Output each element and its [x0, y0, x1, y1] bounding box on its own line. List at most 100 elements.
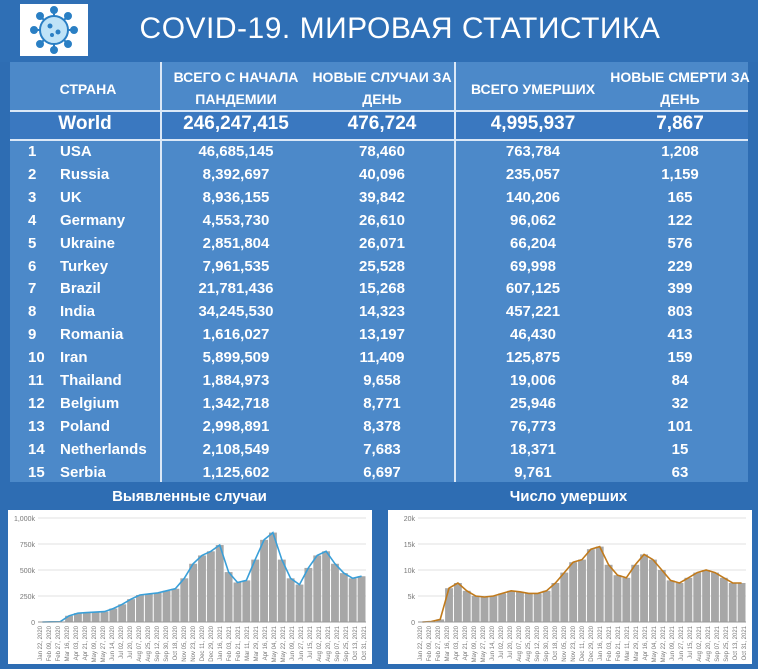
total-deaths-cell: 607,125	[505, 280, 561, 298]
country-cell: Poland	[60, 417, 111, 435]
x-tick-label: Mar 29, 2021	[634, 625, 640, 661]
x-tick-label: Oct 18, 2020	[173, 625, 179, 660]
country-cell: Turkey	[60, 257, 109, 275]
cases-chart-title: Выявленные случаи	[112, 488, 267, 505]
table-row: 4 Germany 4,553,730 26,610 96,062 122	[10, 210, 748, 233]
x-tick-label: Jul 15, 2021	[308, 625, 314, 658]
bar	[304, 567, 313, 622]
bar	[82, 612, 91, 622]
rank-cell: 10	[28, 349, 45, 367]
total-cases-cell: 21,781,436	[198, 280, 274, 298]
new-deaths-cell: 803	[667, 303, 693, 321]
world-total-cases: 246,247,415	[183, 113, 289, 134]
country-cell: Belgium	[60, 394, 120, 412]
x-tick-label: Jun 27, 2021	[299, 625, 305, 660]
x-tick-label: Mar 29, 2021	[254, 625, 260, 661]
x-tick-label: Feb 03, 2021	[607, 625, 613, 661]
rank-cell: 11	[28, 372, 44, 389]
col-header-new-cases: НОВЫЕ СЛУЧАИ ЗА ДЕНЬ	[312, 69, 452, 107]
x-tick-label: Jun 14, 2020	[110, 625, 116, 660]
total-cases-cell: 8,936,155	[202, 188, 270, 206]
bar	[127, 599, 136, 622]
bar	[702, 570, 711, 622]
total-deaths-cell: 9,761	[514, 463, 552, 481]
y-tick-label: 10k	[404, 568, 416, 575]
bar	[693, 572, 702, 622]
coronavirus-icon	[20, 4, 88, 56]
bar	[136, 594, 144, 622]
bar	[551, 583, 560, 622]
x-tick-label: May 27, 2020	[101, 625, 107, 662]
total-cases-cell: 2,998,891	[202, 417, 270, 435]
header: COVID-19. МИРОВАЯ СТАТИСТИКА	[0, 0, 758, 62]
bar	[675, 583, 684, 622]
x-tick-label: Jan 16, 2021	[598, 625, 604, 660]
country-cell: Brazil	[60, 280, 101, 298]
new-cases-cell: 8,378	[363, 417, 401, 435]
bar	[198, 555, 206, 622]
x-tick-label: Apr 21, 2020	[83, 625, 89, 660]
bar	[153, 592, 162, 622]
new-deaths-cell: 122	[667, 211, 693, 229]
rank-cell: 9	[28, 326, 37, 344]
rank-cell: 15	[28, 463, 45, 481]
bar	[711, 572, 719, 622]
table-row: 12 Belgium 1,342,718 8,771 25,946 32	[10, 393, 748, 416]
total-cases-cell: 2,851,804	[202, 234, 270, 252]
col-header-new-deaths: НОВЫЕ СМЕРТИ ЗА ДЕНЬ	[610, 69, 750, 107]
total-cases-cell: 34,245,530	[198, 303, 274, 321]
bar	[471, 596, 480, 622]
x-tick-label: Jul 20, 2020	[128, 625, 134, 658]
deaths-chart-title: Число умерших	[509, 488, 628, 505]
x-tick-label: Sep 30, 2020	[164, 625, 170, 661]
y-tick-label: 750k	[20, 542, 36, 549]
x-tick-label: Nov 05, 2020	[562, 625, 568, 661]
col-header-total-cases: ВСЕГО С НАЧАЛА ПАНДЕМИИ	[173, 69, 299, 107]
x-tick-label: Sep 07, 2021	[715, 625, 721, 661]
bar	[144, 593, 153, 622]
table-row: 13 Poland 2,998,891 8,378 76,773 101	[10, 416, 748, 439]
bar	[313, 555, 322, 622]
bar	[277, 559, 286, 622]
total-deaths-cell: 76,773	[510, 417, 556, 435]
total-deaths-cell: 19,006	[510, 372, 556, 389]
total-cases-cell: 8,392,697	[202, 165, 270, 183]
country-cell: Iran	[60, 349, 88, 367]
bar	[569, 562, 578, 622]
total-cases-cell: 1,884,973	[202, 372, 270, 389]
total-deaths-cell: 763,784	[505, 143, 561, 160]
bar	[295, 584, 304, 622]
bar	[498, 593, 507, 622]
x-tick-label: Aug 20, 2021	[706, 625, 712, 661]
x-tick-label: May 22, 2021	[281, 625, 287, 662]
x-tick-label: Feb 03, 2021	[227, 625, 233, 661]
new-cases-cell: 11,409	[359, 349, 405, 367]
world-label: World	[58, 113, 112, 134]
bar	[436, 619, 445, 622]
x-tick-label: Feb 09, 2020	[47, 625, 53, 661]
x-tick-label: May 22, 2021	[661, 625, 667, 662]
y-tick-label: 15k	[404, 542, 416, 549]
divider	[160, 62, 162, 482]
country-cell: Ukraine	[60, 234, 116, 252]
x-tick-label: Jun 27, 2021	[679, 625, 685, 660]
table-row: 9 Romania 1,616,027 13,197 46,430 413	[10, 324, 748, 347]
bar	[516, 591, 524, 622]
bar	[260, 539, 268, 622]
table-row: 11 Thailand 1,884,973 9,658 19,006 84	[10, 370, 748, 393]
x-tick-label: Sep 30, 2020	[544, 625, 550, 661]
divider	[10, 110, 748, 112]
x-tick-label: May 27, 2020	[481, 625, 487, 662]
bar	[631, 564, 640, 622]
x-tick-label: Oct 31, 2021	[742, 625, 748, 660]
y-tick-label: 5k	[408, 594, 416, 601]
world-new-deaths: 7,867	[656, 113, 704, 134]
cases-chart-svg: 0 250k 500k 750k 1,000k Jan 22, 2020 Feb 09, 2…	[14, 516, 368, 662]
bar	[640, 554, 648, 622]
new-deaths-cell: 159	[667, 349, 693, 367]
bar	[118, 604, 127, 622]
x-tick-label: Oct 18, 2020	[553, 625, 559, 660]
bar	[489, 596, 498, 622]
table-row: 14 Netherlands 2,108,549 7,683 18,371 15	[10, 439, 748, 462]
bar	[578, 559, 586, 622]
